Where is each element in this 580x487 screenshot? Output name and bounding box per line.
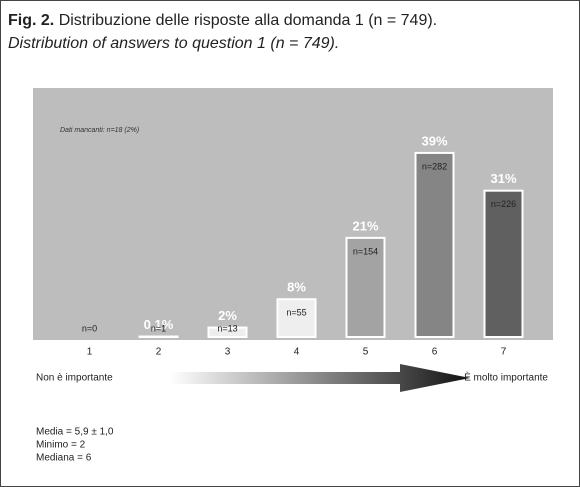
value-label: 21%: [352, 218, 378, 233]
value-label: 31%: [490, 171, 516, 186]
bar: [483, 189, 524, 338]
n-label: n=13: [217, 323, 237, 333]
x-tick-label: 6: [432, 347, 438, 358]
scale-left: Non è importante: [36, 373, 113, 384]
caption: Fig. 2. Distribuzione delle risposte all…: [8, 12, 437, 29]
value-label: 8%: [287, 280, 306, 295]
caption-label: Fig. 2.: [8, 12, 54, 29]
n-label: n=282: [422, 161, 447, 171]
x-tick-label: 3: [225, 347, 231, 358]
n-label: n=0: [82, 323, 97, 333]
stat: Minimo = 2: [36, 440, 86, 451]
value-label: 39%: [421, 133, 447, 148]
value-label: 0,1%: [144, 317, 174, 332]
x-tick-label: 1: [87, 347, 93, 358]
bar: [207, 326, 248, 338]
x-tick-label: 7: [501, 347, 507, 358]
stat: Mediana = 6: [36, 453, 92, 464]
scale-arrow: [170, 364, 470, 392]
caption-text: Distribuzione delle risposte alla domand…: [59, 12, 437, 29]
n-label: n=226: [491, 199, 516, 209]
n-label: n=55: [286, 308, 306, 318]
scale-right: È molto importante: [464, 371, 548, 384]
x-tick-label: 2: [156, 347, 162, 358]
panel: [33, 88, 553, 340]
bar: [345, 236, 386, 339]
caption-english: Distribution of answers to question 1 (n…: [8, 35, 339, 52]
value-label: 2%: [218, 308, 237, 323]
x-tick-label: 4: [294, 347, 300, 358]
n-label: n=154: [353, 246, 378, 256]
x-tick-label: 5: [363, 347, 369, 358]
bar: [276, 298, 317, 338]
annotation: Dati mancanti: n=18 (2%): [60, 127, 139, 134]
n-label: n=1: [151, 323, 166, 333]
bar: [414, 151, 455, 338]
stat: Media = 5,9 ± 1,0: [36, 427, 114, 438]
